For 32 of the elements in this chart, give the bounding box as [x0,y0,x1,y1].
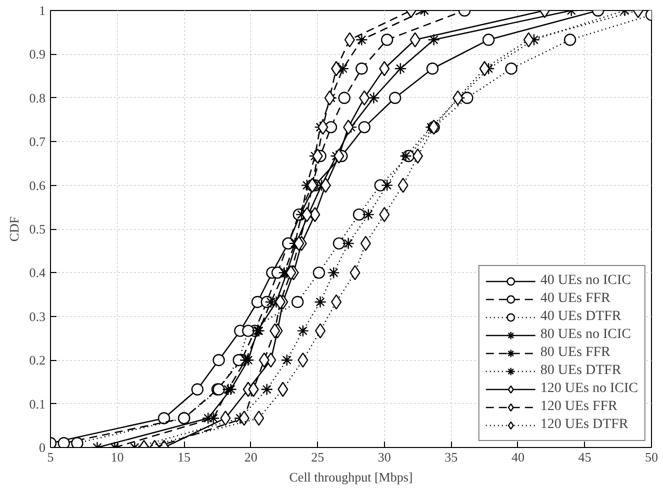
y-tick-label: 0.9 [29,46,46,62]
legend-label: 120 UEs FFR [540,398,618,416]
x-tick-label: 40 [511,450,524,464]
legend-label: 120 UEs DTFR [540,416,628,434]
x-tick-label: 5 [47,450,54,464]
x-tick-label: 45 [578,450,592,464]
x-tick-label: 50 [645,450,658,464]
y-tick-label: 0.2 [29,352,46,368]
y-tick-label: 0.3 [29,308,46,324]
x-tick-label: 35 [444,450,458,464]
y-tick-label: 0.8 [29,90,46,106]
y-tick-label: 0.6 [29,178,46,193]
x-tick-label: 25 [311,450,324,464]
legend-label: 40 UEs DTFR [540,308,622,326]
y-axis-title: CDF [6,216,22,242]
legend-label: 80 UEs FFR [540,344,610,362]
legend-label: 120 UEs no ICIC [540,380,638,398]
x-axis-title: Cell throughput [Mbps] [289,470,413,484]
y-tick-label: 0.1 [29,396,46,412]
legend-label: 40 UEs FFR [540,290,610,308]
legend-label: 80 UEs no ICIC [540,326,631,344]
legend-label: 40 UEs no ICIC [540,272,631,290]
y-tick-label: 0.7 [29,134,46,150]
y-tick-label: 0.5 [29,222,46,236]
x-tick-label: 15 [178,450,191,464]
x-tick-label: 20 [244,450,258,464]
y-tick-label: 0 [39,440,46,455]
y-tick-label: 0.4 [29,265,46,280]
x-tick-label: 30 [378,450,391,464]
legend-label: 80 UEs DTFR [540,362,622,380]
y-tick-label: 1 [39,3,46,18]
x-tick-label: 10 [110,450,124,464]
